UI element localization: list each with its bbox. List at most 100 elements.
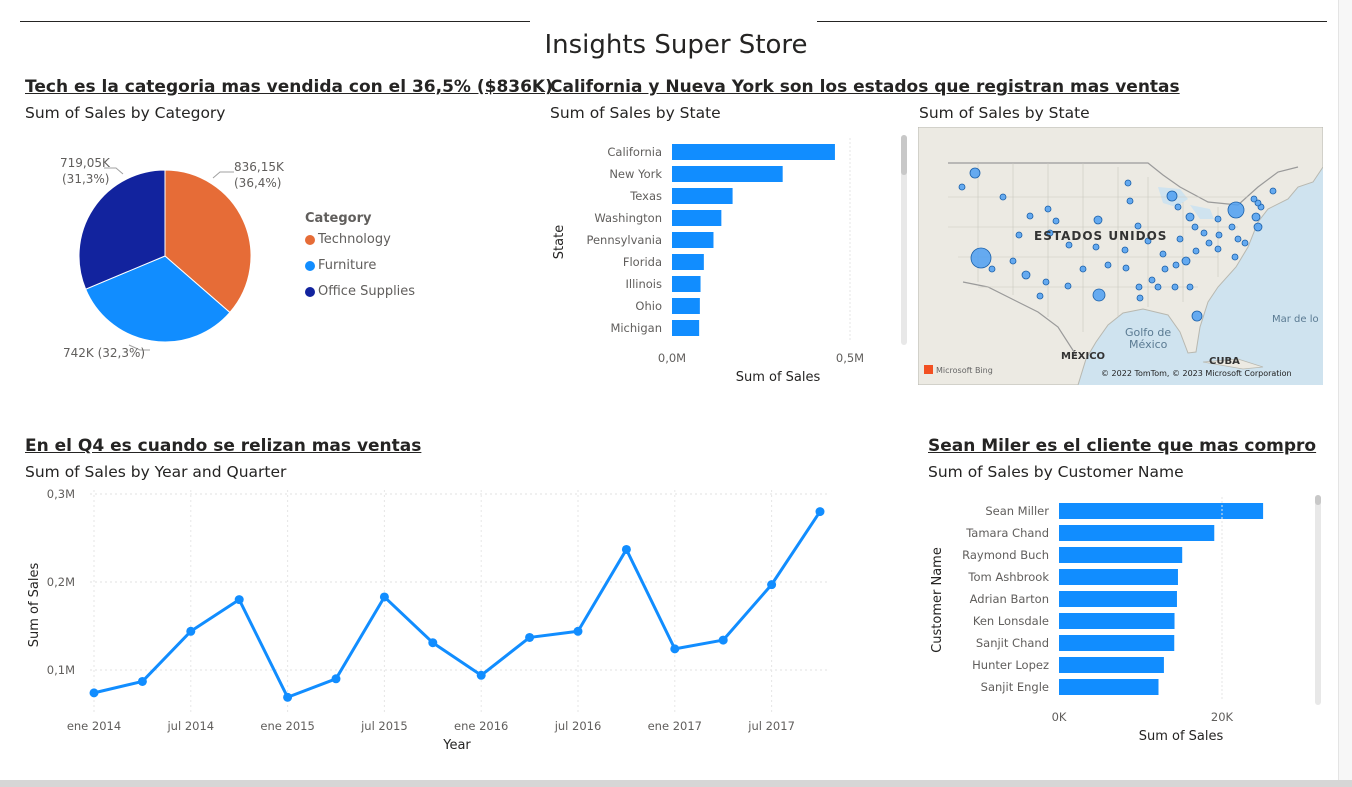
- map-bubble[interactable]: [1104, 261, 1112, 269]
- map-bubble[interactable]: [1214, 245, 1222, 253]
- bar-adrian-barton[interactable]: [1059, 591, 1177, 607]
- legend-item-furniture[interactable]: Furniture: [305, 258, 376, 273]
- legend-item-technology[interactable]: Technology: [305, 232, 391, 247]
- map-bubble[interactable]: [1269, 187, 1277, 195]
- map-bubble[interactable]: [1171, 283, 1179, 291]
- map-bubble[interactable]: [1241, 239, 1249, 247]
- map-bubble[interactable]: [1136, 294, 1144, 302]
- map-bubble[interactable]: [1234, 235, 1242, 243]
- map-bubble[interactable]: [1079, 265, 1087, 273]
- line-point-2014-q2[interactable]: [137, 676, 147, 686]
- map-bubble[interactable]: [1124, 179, 1132, 187]
- map-bubble[interactable]: [1231, 253, 1239, 261]
- map-bubble[interactable]: [988, 265, 996, 273]
- map-bubble[interactable]: [1176, 235, 1184, 243]
- bar-hunter-lopez[interactable]: [1059, 657, 1164, 673]
- map-bubble[interactable]: [1092, 288, 1106, 302]
- line-point-2016-q2[interactable]: [525, 632, 535, 642]
- map-bubble[interactable]: [1135, 283, 1143, 291]
- line-point-2016-q4[interactable]: [621, 544, 631, 554]
- bar-sanjit-engle[interactable]: [1059, 679, 1159, 695]
- bar-pennsylvania[interactable]: [672, 232, 714, 248]
- map-bubble[interactable]: [1161, 265, 1169, 273]
- map-bubble[interactable]: [1159, 250, 1167, 258]
- map-bubble[interactable]: [1052, 217, 1060, 225]
- bar-new-york[interactable]: [672, 166, 783, 182]
- map-bubble[interactable]: [1122, 264, 1130, 272]
- map-bubble[interactable]: [1065, 241, 1073, 249]
- line-point-2014-q3[interactable]: [186, 626, 196, 636]
- map-bubble[interactable]: [1227, 201, 1245, 219]
- state-bar-chart[interactable]: California New York Texas Washington Pennsyl…: [545, 130, 900, 392]
- map-bubble[interactable]: [1250, 195, 1258, 203]
- bar-washington[interactable]: [672, 210, 722, 226]
- line-point-2014-q1[interactable]: [89, 688, 99, 698]
- map-bubble[interactable]: [970, 247, 992, 269]
- pie-slice-office-supplies[interactable]: [78, 169, 166, 290]
- map-bubble[interactable]: [1092, 243, 1100, 251]
- map-bubble[interactable]: [1134, 222, 1142, 230]
- map-bubble[interactable]: [1044, 205, 1052, 213]
- map-bubble[interactable]: [1228, 223, 1236, 231]
- map-bubble[interactable]: [1253, 222, 1263, 232]
- map-bubble[interactable]: [1121, 246, 1129, 254]
- map-bubble[interactable]: [1214, 215, 1222, 223]
- line-point-2014-q4[interactable]: [234, 595, 244, 605]
- pie-chart[interactable]: 836,15K (36,4%) 742K (32,3%) 719,05K (31,3%): [20, 130, 300, 380]
- line-point-2017-q4[interactable]: [815, 507, 825, 517]
- map-bubble[interactable]: [1254, 199, 1262, 207]
- bar-california[interactable]: [672, 144, 835, 160]
- map-bubble[interactable]: [1166, 190, 1178, 202]
- map-bubble[interactable]: [1042, 278, 1050, 286]
- bar-florida[interactable]: [672, 254, 704, 270]
- map-bubble[interactable]: [1191, 223, 1199, 231]
- map-bubble[interactable]: [1251, 212, 1261, 222]
- map-bubble[interactable]: [1036, 292, 1044, 300]
- pie-slice-technology[interactable]: [164, 169, 252, 314]
- customer-chart-scroll-thumb[interactable]: [1315, 495, 1321, 505]
- state-chart-scrollbar[interactable]: [901, 135, 907, 345]
- bar-texas[interactable]: [672, 188, 733, 204]
- line-point-2016-q3[interactable]: [573, 626, 583, 636]
- bar-michigan[interactable]: [672, 320, 700, 336]
- map-bubble[interactable]: [1172, 261, 1180, 269]
- bar-raymond-buch[interactable]: [1059, 547, 1183, 563]
- map-bubble[interactable]: [1191, 310, 1203, 322]
- bar-ken-lonsdale[interactable]: [1059, 613, 1175, 629]
- map-bubble[interactable]: [958, 183, 966, 191]
- map-bubble[interactable]: [1026, 212, 1034, 220]
- line-point-2017-q1[interactable]: [670, 644, 680, 654]
- map-bubble[interactable]: [1144, 237, 1152, 245]
- map-bubble[interactable]: [1148, 276, 1156, 284]
- line-series-sum-of-sales[interactable]: [93, 510, 822, 699]
- customer-chart-scrollbar[interactable]: [1315, 495, 1321, 705]
- state-chart-scroll-thumb[interactable]: [901, 135, 907, 175]
- bar-ohio[interactable]: [672, 298, 700, 314]
- map-bubble[interactable]: [1200, 229, 1208, 237]
- bar-illinois[interactable]: [672, 276, 701, 292]
- legend-item-office-supplies[interactable]: Office Supplies: [305, 284, 415, 299]
- sales-map[interactable]: ESTADOS UNIDOS Golfo de México MÉXICO CU…: [918, 127, 1323, 385]
- map-bubble[interactable]: [1015, 231, 1023, 239]
- bar-sanjit-chand[interactable]: [1059, 635, 1175, 651]
- customer-bar-chart[interactable]: Sean Miller Tamara Chand Raymond Buch Tom A…: [925, 490, 1315, 752]
- map-bubble[interactable]: [1064, 282, 1072, 290]
- line-point-2015-q2[interactable]: [331, 674, 341, 684]
- bar-tamara-chand[interactable]: [1059, 525, 1215, 541]
- line-point-2016-q1[interactable]: [476, 670, 486, 680]
- line-chart[interactable]: 0,1M 0,2M 0,3M ene 2014 jul 2014 ene 2015 jul …: [20, 485, 850, 760]
- bar-tom-ashbrook[interactable]: [1059, 569, 1178, 585]
- map-bubble[interactable]: [1186, 283, 1194, 291]
- map-bubble[interactable]: [1021, 270, 1031, 280]
- line-point-2017-q3[interactable]: [767, 580, 777, 590]
- map-bubble[interactable]: [1205, 239, 1213, 247]
- map-bubble[interactable]: [999, 193, 1007, 201]
- map-bubble[interactable]: [1215, 231, 1223, 239]
- line-point-2015-q3[interactable]: [379, 592, 389, 602]
- map-bubble[interactable]: [1192, 247, 1200, 255]
- line-point-2015-q4[interactable]: [428, 638, 438, 648]
- bar-sean-miller[interactable]: [1059, 503, 1264, 519]
- map-bubble[interactable]: [1185, 212, 1195, 222]
- pie-slice-furniture[interactable]: [84, 255, 231, 343]
- line-point-2015-q1[interactable]: [283, 692, 293, 702]
